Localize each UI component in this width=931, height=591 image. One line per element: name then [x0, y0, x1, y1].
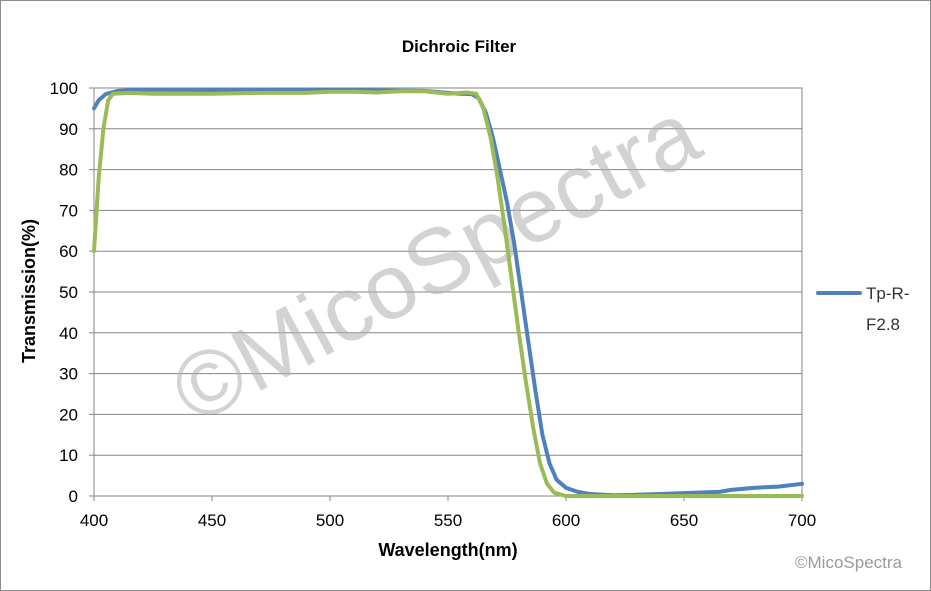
y-tick-label-60: 60	[59, 242, 78, 261]
x-tick-label-650: 650	[670, 511, 698, 530]
x-tick-label-600: 600	[552, 511, 580, 530]
legend-label-line2: F2.8	[866, 315, 900, 334]
series-line-1	[92, 87, 804, 498]
y-tick-label-0: 0	[69, 487, 78, 506]
series-line-2	[92, 89, 804, 498]
y-tick-label-40: 40	[59, 324, 78, 343]
x-tick-label-450: 450	[198, 511, 226, 530]
y-tick-label-50: 50	[59, 283, 78, 302]
x-tick-label-700: 700	[788, 511, 816, 530]
series-lines	[92, 87, 804, 498]
x-tick-label-500: 500	[316, 511, 344, 530]
x-tick-label-400: 400	[80, 511, 108, 530]
x-axis-title: Wavelength(nm)	[378, 540, 517, 560]
gridlines	[89, 87, 803, 501]
y-axis-title: Transmission(%)	[19, 219, 39, 363]
y-tick-label-70: 70	[59, 201, 78, 220]
y-tick-label-10: 10	[59, 446, 78, 465]
chart-title: Dichroic Filter	[402, 37, 517, 56]
y-tick-label-80: 80	[59, 161, 78, 180]
x-tick-label-550: 550	[434, 511, 462, 530]
watermark-main: ©MicoSpectra	[156, 81, 716, 443]
y-tick-labels: 0 10 20 30 40 50 60 70 80 90 100	[50, 79, 78, 506]
legend-label-line1: Tp-R-	[866, 284, 909, 303]
y-tick-label-20: 20	[59, 405, 78, 424]
y-tick-label-30: 30	[59, 365, 78, 384]
y-tick-label-90: 90	[59, 120, 78, 139]
y-tick-label-100: 100	[50, 79, 78, 98]
legend: Tp-R- F2.8	[816, 284, 909, 334]
x-tick-labels: 400 450 500 550 600 650 700	[80, 511, 816, 530]
watermark-corner: ©MicoSpectra	[795, 553, 903, 572]
